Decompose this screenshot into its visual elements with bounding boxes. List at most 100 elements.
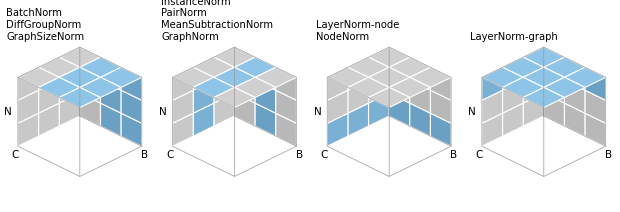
Polygon shape [389, 77, 430, 98]
Text: BatchNorm
DiffGroupNorm
GraphSizeNorm: BatchNorm DiffGroupNorm GraphSizeNorm [6, 8, 84, 42]
Polygon shape [368, 47, 389, 80]
Polygon shape [276, 113, 296, 146]
Polygon shape [121, 113, 142, 146]
Polygon shape [214, 93, 234, 126]
Polygon shape [60, 47, 100, 67]
Polygon shape [214, 47, 234, 80]
Polygon shape [544, 57, 585, 77]
Polygon shape [100, 103, 121, 136]
Polygon shape [18, 67, 60, 87]
Polygon shape [60, 70, 80, 103]
Polygon shape [482, 67, 523, 87]
Polygon shape [234, 47, 255, 80]
Polygon shape [100, 57, 121, 90]
Polygon shape [564, 57, 585, 90]
Text: N: N [159, 107, 167, 117]
Polygon shape [523, 70, 544, 103]
Polygon shape [410, 80, 430, 113]
Polygon shape [234, 57, 276, 77]
Polygon shape [80, 77, 121, 98]
Polygon shape [585, 113, 606, 146]
Polygon shape [60, 93, 80, 126]
Polygon shape [276, 90, 296, 123]
Polygon shape [193, 57, 234, 77]
Polygon shape [564, 80, 585, 113]
Polygon shape [482, 113, 503, 146]
Text: InstanceNorm
PairNorm
MeanSubtractionNorm
GraphNorm: InstanceNorm PairNorm MeanSubtractionNor… [161, 0, 273, 42]
Polygon shape [523, 47, 564, 67]
Polygon shape [214, 67, 255, 87]
Polygon shape [523, 87, 564, 107]
Polygon shape [368, 93, 389, 126]
Text: B: B [296, 150, 303, 160]
Polygon shape [100, 80, 121, 113]
Polygon shape [60, 87, 100, 107]
Polygon shape [172, 90, 193, 123]
Polygon shape [348, 57, 389, 77]
Polygon shape [255, 80, 276, 113]
Polygon shape [214, 47, 255, 67]
Polygon shape [80, 70, 100, 103]
Text: N: N [4, 107, 12, 117]
Polygon shape [368, 70, 389, 103]
Polygon shape [389, 93, 410, 126]
Polygon shape [18, 90, 38, 123]
Polygon shape [38, 103, 60, 136]
Polygon shape [234, 77, 276, 98]
Polygon shape [121, 67, 142, 100]
Polygon shape [482, 90, 503, 123]
Polygon shape [255, 67, 296, 87]
Polygon shape [585, 67, 606, 100]
Polygon shape [503, 103, 523, 136]
Polygon shape [172, 67, 193, 100]
Polygon shape [585, 90, 606, 123]
Polygon shape [389, 47, 410, 80]
Polygon shape [523, 47, 544, 80]
Text: C: C [12, 150, 19, 160]
Polygon shape [234, 93, 255, 126]
Text: LayerNorm-graph: LayerNorm-graph [471, 32, 558, 42]
Polygon shape [410, 67, 451, 87]
Text: LayerNorm-node
NodeNorm: LayerNorm-node NodeNorm [316, 20, 399, 42]
Polygon shape [327, 90, 348, 123]
Polygon shape [503, 57, 544, 77]
Text: N: N [314, 107, 322, 117]
Polygon shape [430, 90, 451, 123]
Polygon shape [121, 90, 142, 123]
Polygon shape [60, 67, 100, 87]
Polygon shape [80, 47, 100, 80]
Polygon shape [193, 103, 214, 136]
Polygon shape [38, 57, 60, 90]
Polygon shape [348, 103, 368, 136]
Polygon shape [503, 77, 544, 98]
Polygon shape [430, 67, 451, 100]
Text: C: C [321, 150, 328, 160]
Polygon shape [389, 57, 430, 77]
Polygon shape [544, 47, 564, 80]
Text: C: C [166, 150, 174, 160]
Polygon shape [327, 67, 348, 100]
Polygon shape [18, 113, 38, 146]
Polygon shape [544, 77, 585, 98]
Polygon shape [564, 103, 585, 136]
Polygon shape [234, 70, 255, 103]
Polygon shape [410, 57, 430, 90]
Polygon shape [193, 57, 214, 90]
Polygon shape [193, 77, 234, 98]
Polygon shape [60, 47, 80, 80]
Polygon shape [38, 80, 60, 113]
Polygon shape [348, 77, 389, 98]
Text: B: B [605, 150, 612, 160]
Polygon shape [368, 87, 410, 107]
Polygon shape [523, 93, 544, 126]
Polygon shape [172, 113, 193, 146]
Polygon shape [482, 67, 503, 100]
Polygon shape [18, 67, 38, 100]
Polygon shape [348, 57, 368, 90]
Polygon shape [389, 70, 410, 103]
Polygon shape [430, 113, 451, 146]
Polygon shape [214, 87, 255, 107]
Polygon shape [544, 70, 564, 103]
Text: B: B [141, 150, 148, 160]
Polygon shape [368, 47, 410, 67]
